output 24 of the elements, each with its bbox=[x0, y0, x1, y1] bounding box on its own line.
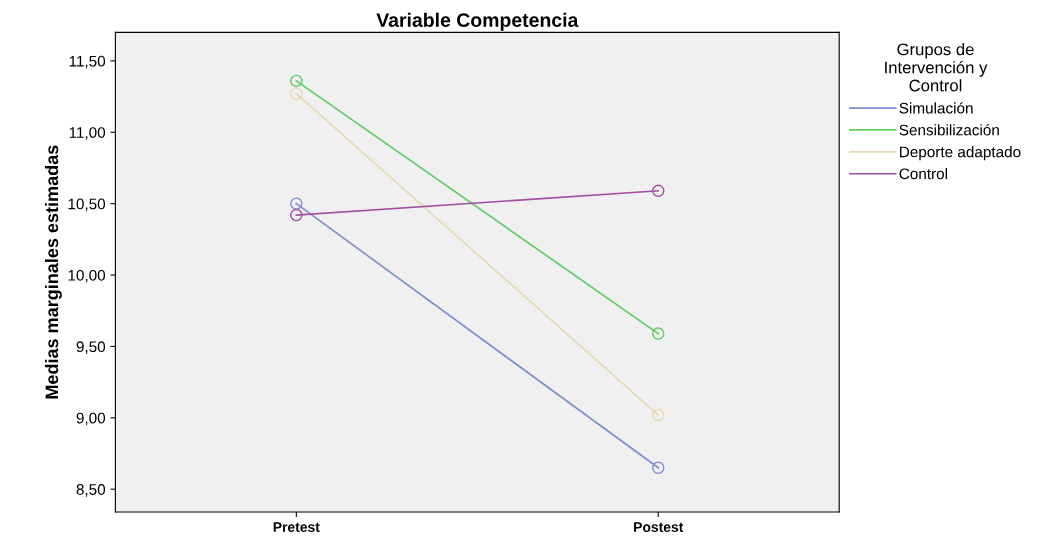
point bbox=[290, 208, 303, 222]
y-tick-label: 8,50 bbox=[76, 484, 106, 497]
point bbox=[651, 327, 665, 340]
y-axis-title: Medias marginales estimadas bbox=[44, 145, 62, 399]
y-tick-label: 11,50 bbox=[69, 55, 106, 69]
point bbox=[290, 74, 303, 88]
chart-title: Variable Competencia bbox=[376, 12, 579, 31]
x-tick-label: Pretest bbox=[273, 522, 320, 532]
y-tick-label: 9,00 bbox=[76, 412, 106, 426]
legend-label: Sensibilización bbox=[899, 124, 999, 136]
point bbox=[651, 408, 665, 422]
legend-label: Simulación bbox=[899, 102, 973, 114]
y-tick-label: 10,00 bbox=[68, 269, 106, 283]
y-tick-label: 9,50 bbox=[76, 341, 106, 354]
point bbox=[290, 197, 303, 210]
point bbox=[290, 87, 303, 100]
point bbox=[651, 184, 665, 198]
x-tick-label: Postest bbox=[634, 522, 684, 532]
legend-label: Deporte adaptado bbox=[900, 146, 1021, 161]
point bbox=[651, 461, 665, 475]
legend-label: Control bbox=[899, 167, 948, 180]
legend-title: Grupos de Intervención y Control bbox=[885, 43, 988, 92]
y-tick-label: 10,50 bbox=[68, 198, 106, 212]
y-tick-label: 11,00 bbox=[69, 127, 106, 140]
